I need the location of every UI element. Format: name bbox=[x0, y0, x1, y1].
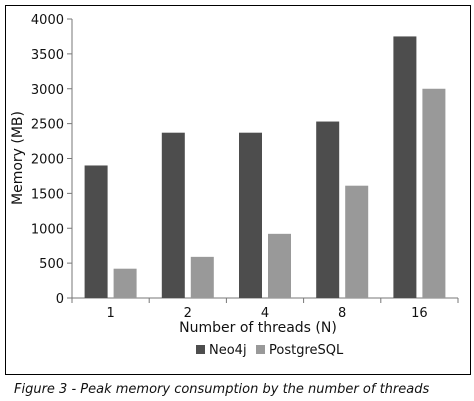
y-tick-label: 1500 bbox=[31, 187, 64, 202]
y-axis-label: Memory (MB) bbox=[10, 111, 26, 205]
x-tick-label: 1 bbox=[106, 306, 114, 321]
y-tick-label: 3000 bbox=[31, 83, 64, 98]
y-axis-ticks: 0 500 1000 1500 2000 2500 3000 3500 4000 bbox=[31, 13, 72, 307]
bar-neo4j-16 bbox=[393, 36, 417, 298]
x-tick-label: 4 bbox=[261, 306, 269, 321]
y-tick-label: 2000 bbox=[31, 153, 64, 168]
bar-neo4j-1 bbox=[84, 165, 108, 298]
legend-swatch bbox=[256, 345, 265, 354]
bar-neo4j-8 bbox=[316, 121, 340, 298]
y-tick-label: 1000 bbox=[31, 222, 64, 237]
x-axis-label: Number of threads (N) bbox=[179, 320, 337, 336]
figure-caption: Figure 3 - Peak memory consumption by th… bbox=[14, 382, 430, 397]
legend-label: PostgreSQL bbox=[269, 343, 344, 358]
bar-postgresql-2 bbox=[190, 256, 214, 298]
x-tick-label: 16 bbox=[411, 306, 428, 321]
y-tick-label: 3500 bbox=[31, 48, 64, 63]
y-tick-label: 4000 bbox=[31, 13, 64, 28]
bar-neo4j-4 bbox=[239, 132, 262, 298]
bar-postgresql-16 bbox=[422, 88, 446, 298]
x-tick-label: 2 bbox=[184, 306, 192, 321]
y-tick-label: 500 bbox=[39, 257, 64, 272]
bar-postgresql-1 bbox=[113, 268, 137, 298]
legend-label: Neo4j bbox=[209, 343, 247, 358]
bar-neo4j-2 bbox=[161, 132, 185, 298]
x-tick-label: 8 bbox=[338, 306, 346, 321]
legend-swatch bbox=[196, 345, 205, 354]
chart-bars bbox=[84, 36, 446, 298]
chart-legend: Neo4j PostgreSQL bbox=[196, 343, 344, 358]
x-axis-ticks: 1 2 4 8 16 bbox=[71, 298, 459, 321]
y-tick-label: 0 bbox=[56, 292, 64, 307]
bar-postgresql-8 bbox=[345, 185, 369, 298]
chart-frame bbox=[5, 5, 471, 375]
y-tick-label: 2500 bbox=[31, 118, 64, 133]
bar-postgresql-4 bbox=[268, 233, 291, 298]
